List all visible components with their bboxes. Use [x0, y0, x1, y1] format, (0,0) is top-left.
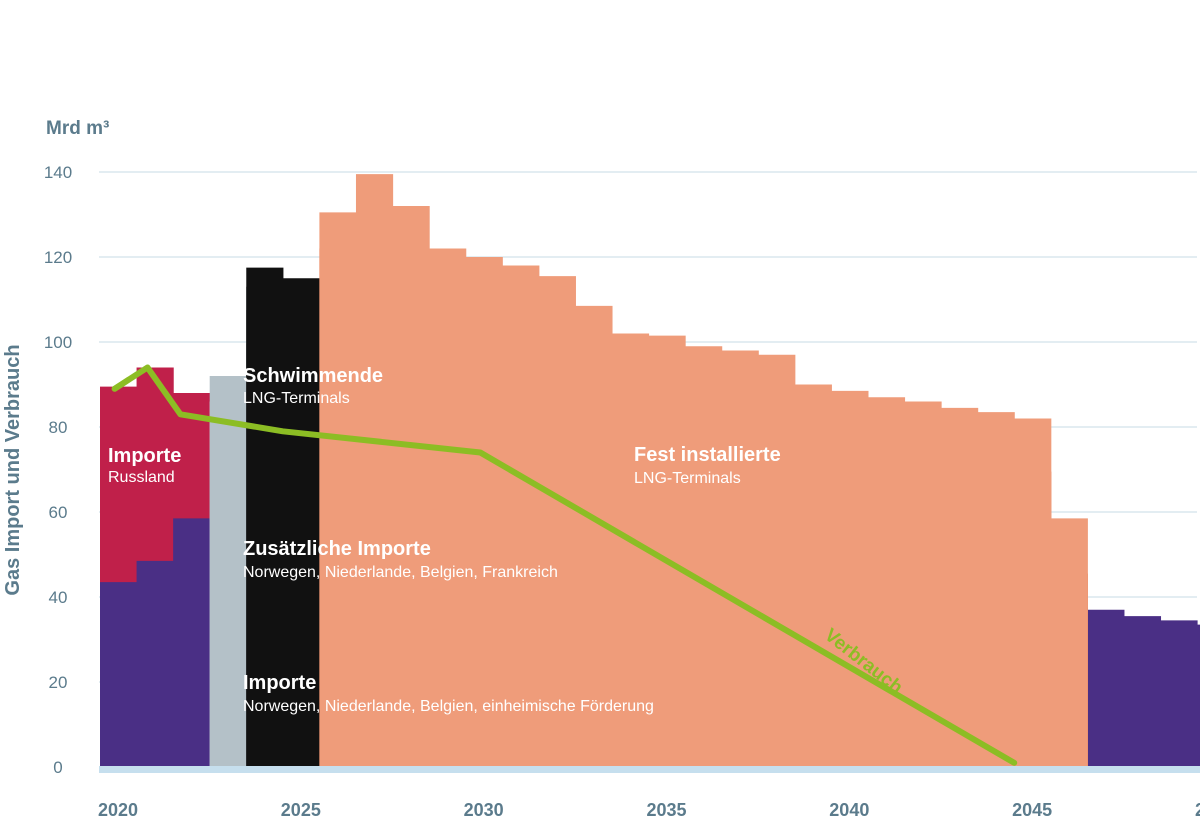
annotation-zusaetzlich-title: Zusätzliche Importe	[243, 538, 431, 560]
annotation-fest-installierte: Fest installierte LNG-Terminals	[634, 444, 781, 487]
annotation-importe-russland: Importe Russland	[108, 445, 181, 486]
verbrauch-line	[111, 364, 1018, 766]
annotation-zusaetzliche-importe: Zusätzliche Importe Norwegen, Niederland…	[243, 538, 558, 581]
y-tick-80: 80	[49, 418, 68, 437]
annotation-fest-title: Fest installierte	[634, 444, 781, 466]
x-tick-2045: 2045	[1012, 800, 1052, 820]
x-tick-2030: 2030	[464, 800, 504, 820]
y-tick-140: 140	[44, 163, 72, 182]
verbrauch-series	[111, 364, 1018, 766]
y-tick-20: 20	[49, 673, 68, 692]
y-tick-40: 40	[49, 588, 68, 607]
y-unit-label: Mrd m³	[46, 118, 109, 139]
area-floating_black	[246, 267, 320, 767]
y-tick-60: 60	[49, 503, 68, 522]
x-tick-2050: 2050	[1195, 800, 1200, 820]
y-axis-title: Gas Import und Verbrauch	[2, 344, 24, 595]
annotation-importe-base: Importe Norwegen, Niederlande, Belgien, …	[243, 672, 654, 715]
x-tick-2040: 2040	[829, 800, 869, 820]
annotation-importe-russland-title: Importe	[108, 445, 181, 467]
annotation-importe-russland-subtitle: Russland	[108, 469, 175, 486]
stacked-areas	[100, 174, 1200, 767]
annotation-importe-base-title: Importe	[243, 672, 316, 694]
y-tick-0: 0	[53, 758, 62, 777]
baseline-strip	[99, 766, 1200, 773]
annotation-schwimmende: Schwimmende LNG-Terminals	[243, 365, 383, 407]
y-tick-120: 120	[44, 248, 72, 267]
x-tick-2020: 2020	[98, 800, 138, 820]
annotation-fest-subtitle: LNG-Terminals	[634, 470, 741, 487]
y-tick-100: 100	[44, 333, 72, 352]
area-fixed_light	[319, 174, 1088, 767]
annotation-schwimmende-title: Schwimmende	[243, 365, 383, 387]
x-tick-labels: 2020 2025 2030 2035 2040 2045 2050	[98, 800, 1200, 820]
x-tick-2025: 2025	[281, 800, 321, 820]
x-tick-2035: 2035	[646, 800, 686, 820]
annotation-importe-base-subtitle: Norwegen, Niederlande, Belgien, einheimi…	[243, 698, 654, 715]
y-tick-labels: 0 20 40 60 80 100 120 140	[44, 163, 72, 777]
annotation-schwimmende-subtitle: LNG-Terminals	[243, 390, 350, 407]
annotation-zusaetzlich-subtitle: Norwegen, Niederlande, Belgien, Frankrei…	[243, 564, 558, 581]
